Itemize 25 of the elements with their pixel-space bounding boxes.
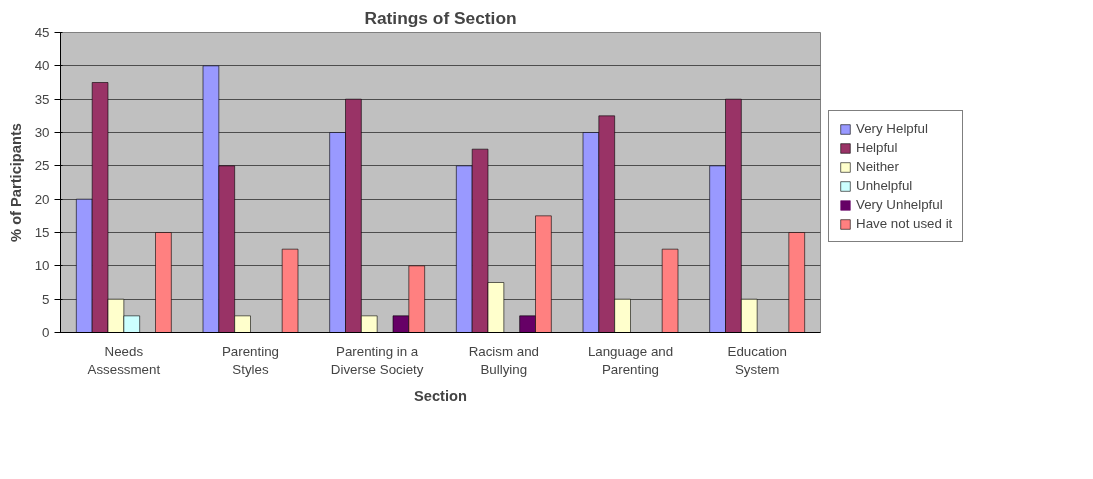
y-tick-label: 30 <box>34 125 50 140</box>
y-tick-label: 45 <box>34 25 50 40</box>
x-tick-label: Needs Assessment <box>87 343 161 377</box>
legend-label: Very Unhelpful <box>856 197 943 212</box>
legend-label: Unhelpful <box>856 178 913 193</box>
y-tick-label: 10 <box>34 258 50 274</box>
legend-label: Helpful <box>856 140 898 155</box>
legend-label: Very Helpful <box>856 121 928 136</box>
x-tick-label: Parenting Styles <box>221 343 280 377</box>
x-tick-label: Education System <box>727 343 787 377</box>
x-tick-label: Language and Parenting <box>587 343 674 377</box>
x-axis-title: Section <box>414 387 468 404</box>
y-tick-label: 5 <box>42 291 50 307</box>
y-tick-label: 40 <box>34 58 50 74</box>
legend-label: Neither <box>856 159 899 174</box>
y-tick-label: 25 <box>34 158 50 174</box>
y-tick-label: 0 <box>42 325 50 340</box>
y-tick-label: 15 <box>34 225 50 240</box>
x-tick-label: Racism and Bullying <box>468 343 540 377</box>
y-tick-label: 20 <box>34 191 50 207</box>
legend-label: Have not used it <box>856 216 953 231</box>
chart-title: Ratings of Section <box>364 7 517 28</box>
y-axis-title: % of Participants <box>7 123 24 242</box>
x-tick-label: Parenting in a Diverse Society <box>330 343 424 377</box>
y-tick-label: 35 <box>34 91 50 107</box>
